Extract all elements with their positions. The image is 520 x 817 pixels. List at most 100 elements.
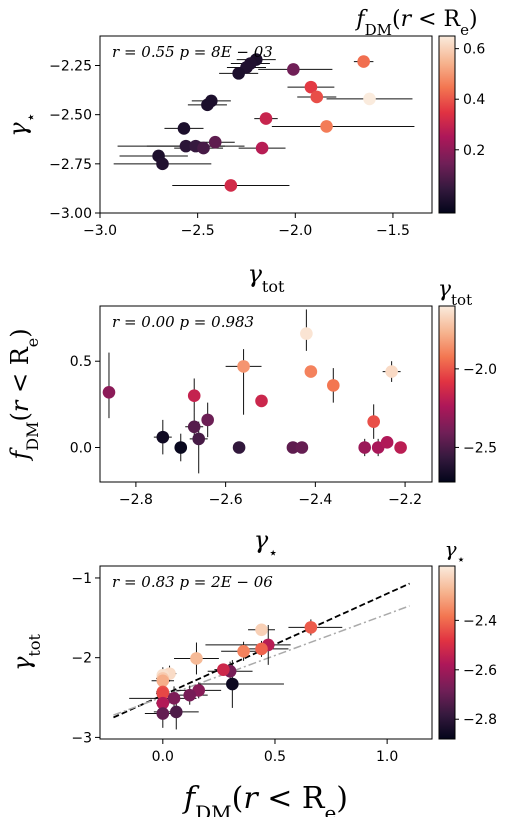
data-point (304, 621, 318, 634)
data-point (286, 441, 300, 454)
y-tick-label: −2 (71, 651, 92, 667)
data-point (192, 432, 206, 446)
data-point (237, 645, 250, 658)
plot-frame (99, 565, 433, 740)
stats-annotation: r = 0.55 p = 8E − 03 (112, 43, 273, 61)
colorbar (438, 35, 456, 214)
x-axis-label: fDM(r < Re) (182, 781, 348, 817)
x-tick-label: 1.0 (376, 749, 398, 765)
data-point (156, 157, 169, 171)
data-point (226, 677, 239, 691)
data-point (310, 90, 324, 104)
y-tick-label: 0.0 (70, 440, 92, 456)
colorbar-label: γ⋆ (445, 537, 466, 568)
x-tick-label: −2.2 (388, 492, 422, 508)
colorbar-tick-label: 0.6 (463, 42, 485, 58)
data-point (224, 179, 238, 192)
data-point (232, 441, 246, 454)
data-point (201, 98, 214, 112)
colorbar-tick-label: 0.4 (463, 92, 485, 108)
data-point (255, 623, 268, 637)
plot-frame (99, 305, 433, 483)
data-point (156, 687, 170, 700)
y-tick-label: −3.00 (49, 206, 92, 222)
plot-frame (99, 35, 433, 214)
data-point (177, 122, 191, 135)
y-axis-label: γtot (8, 634, 44, 671)
data-point (156, 430, 170, 444)
data-point (156, 707, 170, 720)
colorbar (438, 305, 456, 483)
data-point (102, 385, 116, 399)
colorbar (438, 565, 456, 740)
y-tick-label: −2.75 (49, 157, 92, 173)
data-point (385, 365, 398, 378)
data-point (320, 120, 333, 133)
data-point (287, 63, 300, 76)
data-point (217, 663, 230, 676)
data-point (255, 394, 268, 408)
data-point (367, 415, 380, 428)
stats-annotation: r = 0.83 p = 2E − 06 (112, 573, 273, 591)
y-axis-label: fDM(r < Re) (6, 328, 42, 461)
data-point (232, 67, 245, 80)
data-point (156, 674, 170, 688)
x-tick-label: −2.0 (278, 223, 312, 239)
y-tick-label: −3 (71, 730, 92, 746)
data-point (363, 92, 376, 106)
y-tick-label: −1 (71, 571, 92, 587)
x-tick-label: −2.5 (181, 223, 215, 239)
y-tick-label: −2.50 (49, 108, 92, 124)
x-axis-label: γtot (248, 260, 285, 296)
data-point (380, 436, 394, 449)
y-tick-label: 0.5 (70, 354, 92, 370)
stats-annotation: r = 0.00 p = 0.983 (112, 313, 254, 331)
data-point (208, 135, 222, 149)
data-point (255, 141, 269, 155)
x-axis-label: γ⋆ (254, 526, 278, 562)
colorbar-tick-label: −2.6 (463, 663, 497, 679)
data-point (394, 441, 407, 454)
data-point (174, 441, 188, 454)
data-point (304, 365, 318, 378)
data-point (300, 327, 313, 340)
colorbar-tick-label: −2.4 (463, 613, 497, 629)
x-tick-label: −2.4 (298, 492, 332, 508)
colorbar-tick-label: −2.8 (463, 712, 497, 728)
x-tick-label: 0.0 (152, 749, 174, 765)
data-point (304, 80, 318, 94)
data-point (187, 389, 201, 403)
data-point (197, 141, 210, 155)
data-point (295, 441, 309, 454)
data-point (190, 652, 203, 665)
data-point (183, 688, 197, 702)
data-point (259, 112, 273, 125)
x-tick-label: −2.8 (119, 492, 153, 508)
colorbar-tick-label: 0.2 (463, 143, 485, 159)
panel-2: −2.8 −2.6 −2.4 −2.2 0.0 0.5 r = 0.00 p = 0.983… (6, 277, 497, 562)
data-point (167, 692, 181, 705)
data-point (326, 379, 340, 392)
colorbar-label: fDM(r < Re) (354, 7, 477, 39)
colorbar-tick-label: −2.5 (463, 440, 497, 456)
data-point (201, 413, 214, 427)
colorbar-tick-label: −2.0 (463, 362, 497, 378)
y-axis-label: γ⋆ (4, 112, 40, 136)
x-tick-label: −3.0 (83, 223, 117, 239)
data-point (179, 139, 193, 153)
data-point (358, 441, 372, 454)
data-point (169, 705, 183, 719)
data-point (237, 360, 250, 373)
data-point (357, 55, 370, 68)
panel-1: −3.0 −2.5 −2.0 −1.5 −3.00 −2.75 −2.50 −2.25 r = … (4, 7, 485, 296)
x-tick-label: −2.6 (209, 492, 243, 508)
x-tick-label: 0.5 (264, 749, 286, 765)
data-point (255, 642, 268, 656)
data-point (156, 696, 170, 710)
colorbar-label: γtot (438, 277, 472, 309)
panel-3: 0.0 0.5 1.0 −3 −2 −1 r = 0.83 p = 2E − 06 fDM(r… (8, 537, 497, 817)
data-point (187, 420, 201, 434)
x-tick-label: −1.5 (376, 223, 410, 239)
y-tick-label: −2.25 (49, 59, 92, 75)
